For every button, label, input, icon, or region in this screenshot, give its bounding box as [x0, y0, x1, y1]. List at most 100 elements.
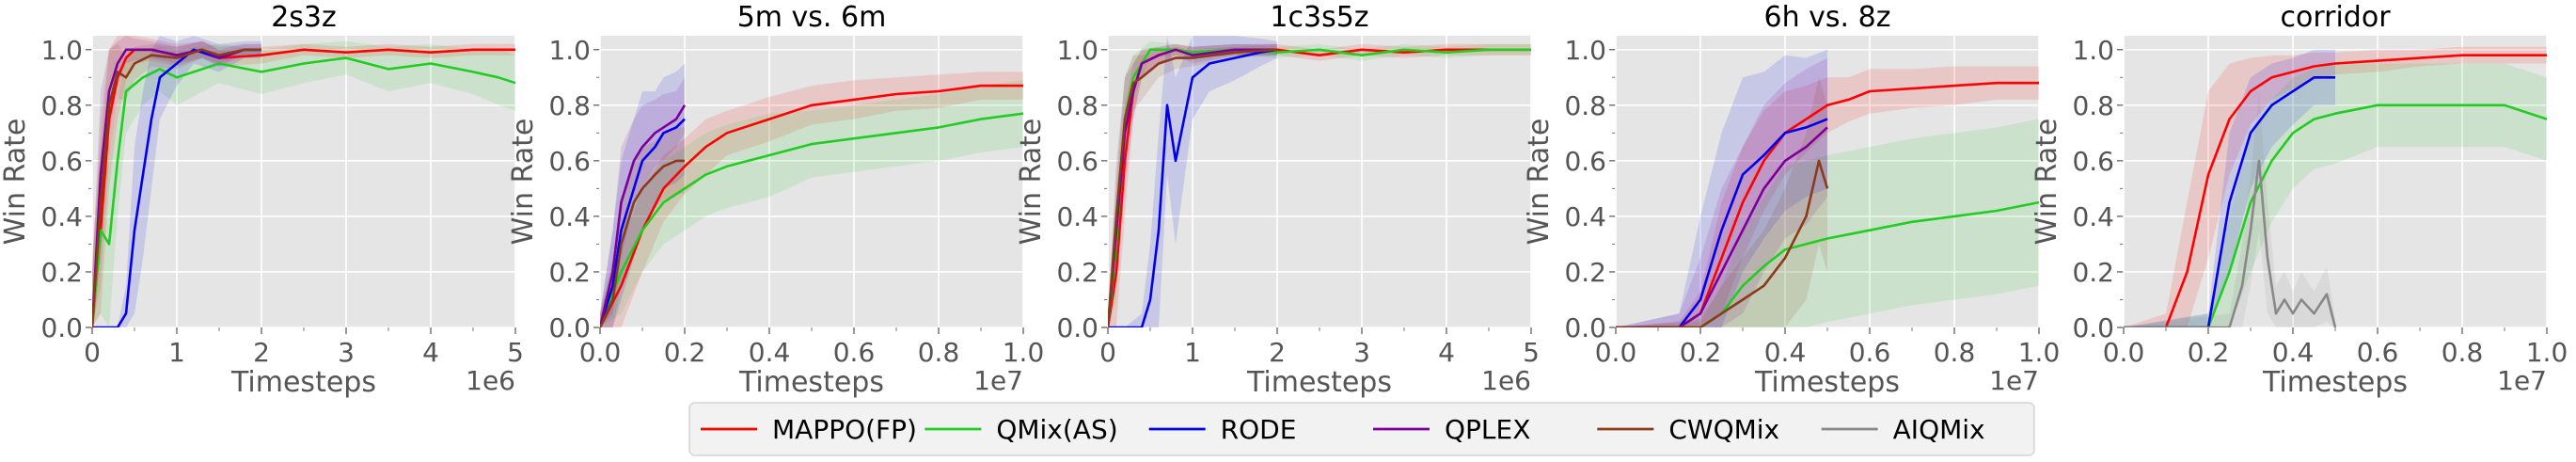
series-line: [1108, 48, 1278, 327]
legend-label: AIQMix: [1893, 414, 1985, 445]
legend-label: CWQMix: [1668, 414, 1779, 445]
y-tick-label: 1.0: [2072, 35, 2114, 66]
series-band: [600, 77, 685, 327]
chart-panel: 0.0 0.2 0.4 0.6 0.8 1.0 0 1 2 3 4 5 1c3s5z Timesteps W…: [1015, 1, 1540, 399]
series-band: [1616, 119, 2039, 327]
y-tick-label: 0.2: [2072, 257, 2114, 288]
y-tick-label: 0.8: [548, 90, 591, 121]
y-tick-label: 0.2: [548, 257, 591, 288]
series-line: [1108, 48, 1278, 327]
y-tick-label: 0.4: [1056, 201, 1098, 232]
x-tick-label: 0: [1099, 337, 1116, 368]
y-axis-label: Win Rate: [0, 119, 32, 246]
legend-label: QPLEX: [1445, 414, 1530, 445]
series-line: [2124, 76, 2335, 327]
x-axis-label: Timesteps: [230, 366, 376, 399]
x-tick-label: 3: [338, 337, 355, 368]
x-tick-label: 0.4: [2272, 337, 2315, 368]
y-tick-label: 1.0: [548, 35, 591, 66]
x-offset-label: 1e7: [973, 365, 1023, 396]
series-group: [1616, 49, 2039, 327]
y-tick-label: 1.0: [1564, 35, 1606, 66]
x-offset-label: 1e7: [1989, 365, 2039, 396]
x-tick-label: 1.0: [1003, 337, 1045, 368]
y-tick-label: 1.0: [40, 35, 83, 66]
x-tick-label: 1: [1184, 337, 1201, 368]
x-axis-label: Timesteps: [738, 366, 884, 399]
x-tick-label: 0.0: [2103, 337, 2145, 368]
y-tick-label: 0.6: [40, 146, 83, 177]
y-tick-label: 0.0: [2072, 312, 2114, 343]
x-tick-label: 0.0: [579, 337, 622, 368]
series-line: [1616, 126, 1828, 327]
x-tick-label: 1.0: [2526, 337, 2568, 368]
x-tick-label: 0.4: [749, 337, 791, 368]
x-tick-label: 0.8: [918, 337, 960, 368]
x-tick-label: 0.0: [1595, 337, 1637, 368]
plot-area: [2124, 36, 2547, 327]
series-band: [600, 80, 1023, 327]
y-tick-label: 0.0: [1564, 312, 1606, 343]
series-band: [1616, 77, 1827, 327]
x-tick-label: 0.6: [833, 337, 876, 368]
chart-title: 6h vs. 8z: [1764, 1, 1891, 34]
series-line: [2124, 104, 2547, 327]
chart-title: 2s3z: [271, 1, 337, 34]
series-band: [92, 36, 261, 327]
series-line: [600, 112, 1023, 327]
series-group: [1108, 36, 1531, 327]
y-axis-label: Win Rate: [507, 119, 540, 246]
x-tick-label: 1.0: [2018, 337, 2061, 368]
y-tick-label: 0.0: [40, 312, 83, 343]
legend-label: MAPPO(FP): [772, 414, 917, 445]
series-band: [2124, 49, 2335, 327]
x-axis-label: Timesteps: [1246, 366, 1392, 399]
series-band: [600, 63, 685, 327]
legend-box: [688, 402, 2035, 456]
chart-title: 5m vs. 6m: [737, 1, 887, 34]
series-line: [92, 48, 261, 327]
y-axis-label: Win Rate: [1015, 119, 1048, 246]
plot-area: [1108, 36, 1531, 327]
x-tick-label: 0.4: [1764, 337, 1807, 368]
legend-entry: QPLEX: [1373, 414, 1530, 445]
series-line: [2124, 159, 2337, 327]
x-offset-label: 1e6: [466, 365, 515, 396]
y-tick-label: 0.4: [2072, 201, 2114, 232]
legend-entry: MAPPO(FP): [701, 414, 917, 445]
y-tick-label: 0.6: [1564, 146, 1606, 177]
legend: MAPPO(FP) QMix(AS) RODE QPLEX CWQMix AIQMix: [688, 402, 2035, 456]
series-band: [2124, 63, 2547, 327]
x-tick-label: 0.8: [2442, 337, 2484, 368]
y-tick-label: 0.0: [548, 312, 591, 343]
y-tick-label: 0.8: [2072, 90, 2114, 121]
chart-panels: 0.0 0.2 0.4 0.6 0.8 1.0 0 1 2 3 4 5 2s3z Timesteps Win…: [0, 1, 2568, 399]
y-axis-label: Win Rate: [1523, 119, 1556, 246]
y-tick-label: 0.2: [1564, 257, 1606, 288]
x-tick-label: 4: [1438, 337, 1455, 368]
x-offset-label: 1e7: [2497, 365, 2547, 396]
series-line: [1616, 159, 1829, 327]
x-tick-label: 3: [1353, 337, 1370, 368]
y-tick-label: 0.6: [1056, 146, 1098, 177]
x-axis-label: Timesteps: [2262, 366, 2408, 399]
x-tick-label: 5: [1523, 337, 1540, 368]
legend-label: QMix(AS): [996, 414, 1117, 445]
chart-title: 1c3s5z: [1270, 1, 1368, 34]
x-tick-label: 0.6: [1849, 337, 1891, 368]
x-tick-label: 0.2: [664, 337, 706, 368]
series-group: [2124, 46, 2547, 327]
x-tick-label: 5: [507, 337, 524, 368]
legend-label: RODE: [1221, 414, 1297, 445]
series-band: [1616, 49, 1827, 327]
chart-panel: 0.0 0.2 0.4 0.6 0.8 1.0 0.0 0.2 0.4 0.6 0.8 1.0 6h v…: [1523, 1, 2060, 399]
x-tick-label: 4: [422, 337, 439, 368]
y-tick-label: 0.6: [2072, 146, 2114, 177]
y-tick-label: 0.8: [1056, 90, 1098, 121]
plot-area: [92, 36, 515, 327]
series-group: [600, 63, 1023, 327]
y-tick-label: 0.2: [1056, 257, 1098, 288]
y-axis-label: Win Rate: [2031, 119, 2063, 246]
x-tick-label: 0.8: [1934, 337, 1976, 368]
